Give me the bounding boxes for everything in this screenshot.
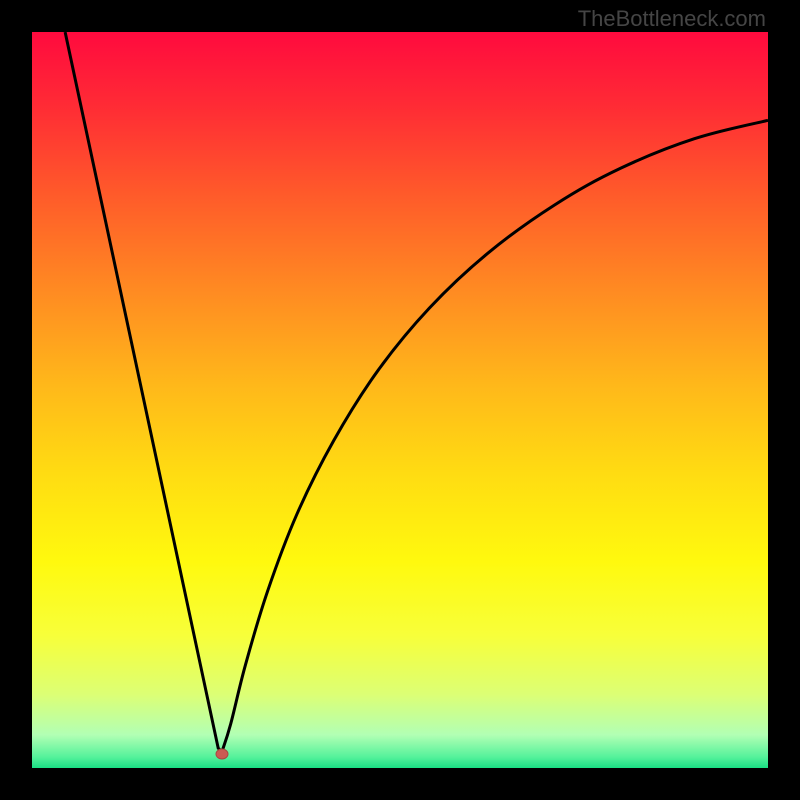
watermark-text: TheBottleneck.com bbox=[578, 6, 766, 32]
plot-area bbox=[32, 32, 768, 768]
bottleneck-curve bbox=[32, 32, 768, 768]
curve-path bbox=[65, 32, 768, 752]
optimum-marker bbox=[215, 749, 228, 760]
outer-frame: TheBottleneck.com bbox=[0, 0, 800, 800]
